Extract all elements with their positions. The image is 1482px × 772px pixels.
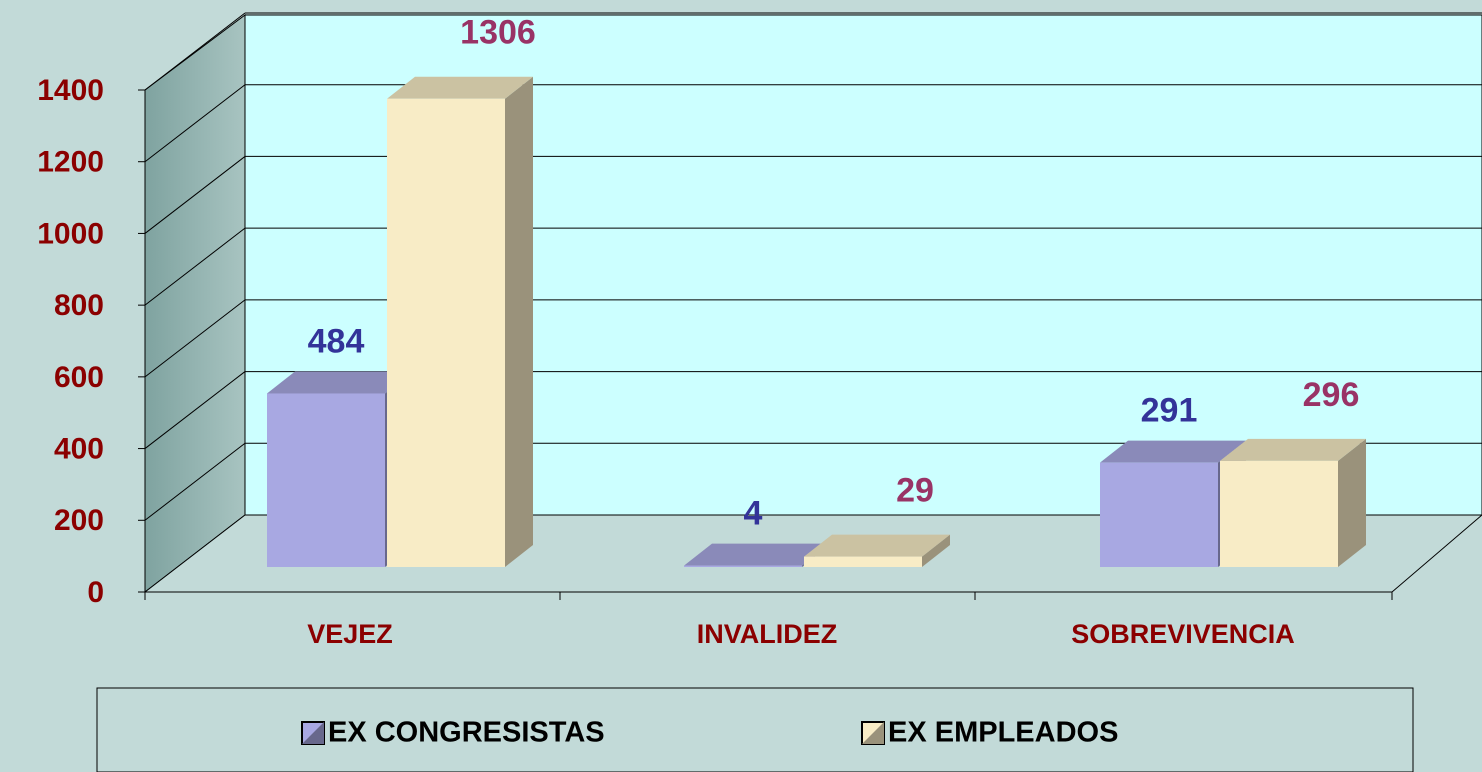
- legend-label: EX EMPLEADOS: [888, 717, 1118, 749]
- y-tick-label: 1400: [37, 74, 104, 107]
- grid-line: [144, 299, 246, 378]
- bar-side: [505, 76, 533, 567]
- y-tick-label: 200: [54, 504, 104, 537]
- legend-swatch-shade: [302, 722, 324, 744]
- value-label: 296: [1303, 376, 1360, 414]
- x-tick-label: SOBREVIVENCIA: [1071, 619, 1295, 649]
- bar: [267, 393, 385, 567]
- grid-line: [144, 12, 246, 91]
- side-wall: [144, 14, 246, 594]
- grid-line: [144, 227, 246, 306]
- bar-top: [804, 534, 950, 557]
- y-tick-label: 0: [87, 576, 104, 609]
- grid-line: [144, 156, 246, 234]
- value-label: 291: [1141, 392, 1198, 430]
- bar: [804, 556, 922, 567]
- value-label: 4: [744, 495, 763, 533]
- y-tick-label: 600: [54, 361, 104, 394]
- value-label: 1306: [460, 14, 536, 52]
- legend-label: EX CONGRESISTAS: [328, 717, 605, 749]
- y-tick-label: 400: [54, 432, 104, 465]
- grid-line: [144, 371, 246, 449]
- value-label: 484: [308, 322, 365, 360]
- bar: [1220, 460, 1338, 567]
- bar-side: [1338, 438, 1366, 567]
- bar-side: [922, 534, 950, 567]
- grid-line: [144, 442, 246, 521]
- y-tick-label: 800: [54, 289, 104, 322]
- bar: [387, 98, 505, 567]
- grid-line: [144, 84, 246, 163]
- y-tick-label: 1200: [37, 146, 104, 179]
- bar-top: [1100, 440, 1246, 463]
- bar: [1100, 462, 1218, 567]
- y-tick-label: 1000: [37, 217, 104, 250]
- bar-top: [267, 371, 413, 394]
- value-label: 29: [896, 472, 934, 510]
- bar-top: [1220, 438, 1366, 461]
- legend-swatch-shade: [862, 722, 884, 744]
- bar-top: [387, 76, 533, 99]
- x-tick-label: VEJEZ: [307, 619, 393, 649]
- bar-top: [684, 543, 830, 566]
- legend: [96, 687, 1414, 772]
- bar: [684, 565, 802, 567]
- x-tick-label: INVALIDEZ: [697, 619, 838, 649]
